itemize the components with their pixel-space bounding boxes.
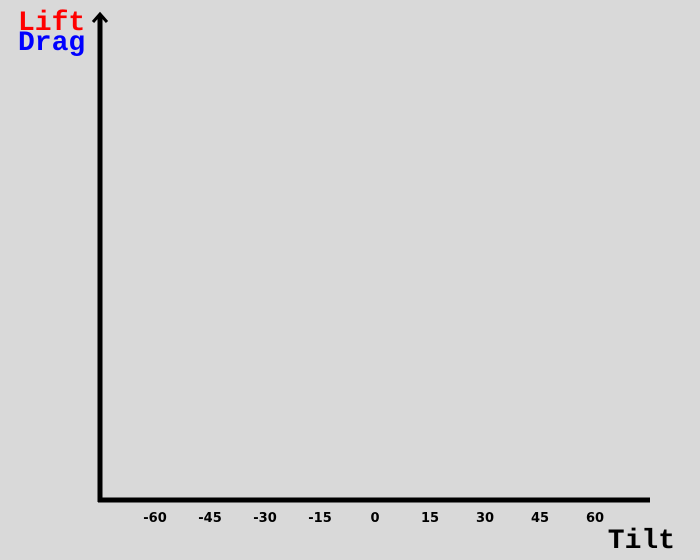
x-tick-label: 45 [531,511,549,526]
x-axis-label: Tilt [608,526,675,557]
x-tick-label: 15 [421,511,439,526]
x-tick-label: -45 [198,511,222,526]
x-tick-label: -30 [253,511,277,526]
legend-entry-drag: Drag [18,28,85,59]
x-tick-label: -60 [143,511,167,526]
x-tick-label: -15 [308,511,332,526]
x-tick-label: 60 [586,511,604,526]
x-tick-label: 30 [476,511,494,526]
x-tick-label: 0 [370,511,379,526]
legend-entry-lift: Lift [18,8,85,39]
x-tick-labels: -60 -45 -30 -15 0 15 30 45 60 [143,511,604,526]
y-axis-arrow-icon [91,11,109,23]
